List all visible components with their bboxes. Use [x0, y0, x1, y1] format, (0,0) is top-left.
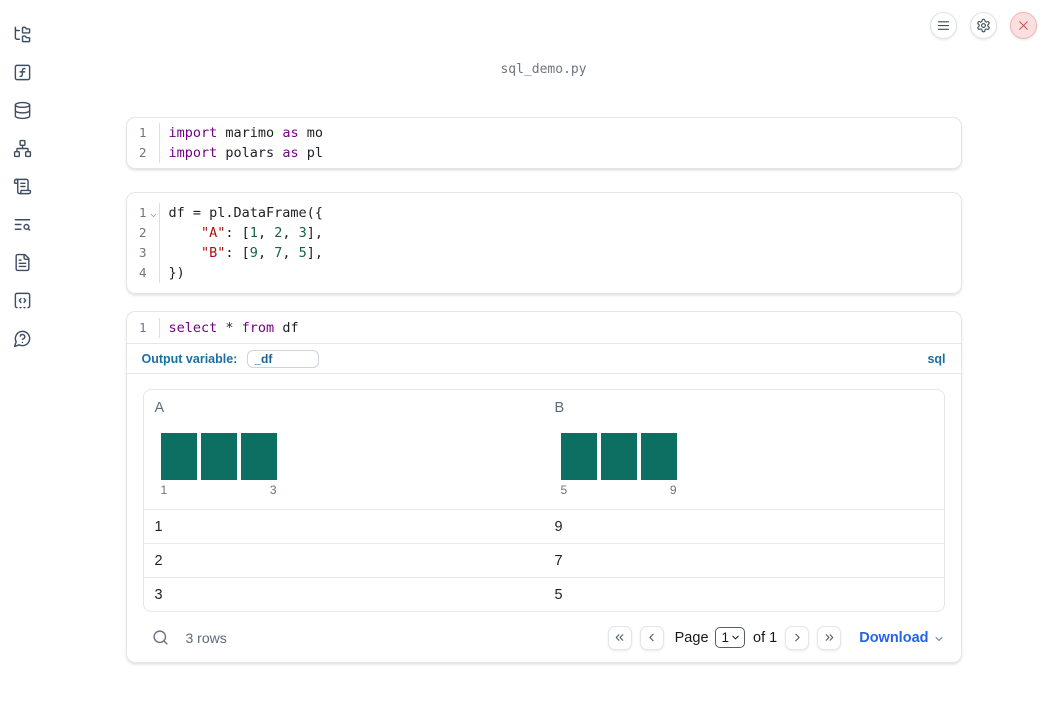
code-text: "A": [1, 2, 3],: [201, 225, 324, 241]
histogram-axis-label: 5: [560, 483, 568, 497]
line-number: 2: [127, 143, 160, 163]
column-label: A: [154, 400, 165, 416]
histogram-axis-label: 9: [669, 483, 677, 497]
code-cell-dataframe[interactable]: 1 df = pl.DataFrame({2 "A": [1, 2, 3], 3 "…: [125, 192, 962, 294]
menu-icon[interactable]: [930, 12, 957, 39]
search-icon[interactable]: [152, 629, 169, 646]
language-badge-sql[interactable]: sql: [927, 351, 946, 366]
window-controls: [930, 12, 1037, 39]
histogram-bar: [240, 433, 277, 480]
output-variable-input[interactable]: [247, 349, 320, 368]
histogram-bar: [160, 433, 197, 480]
previous-page-button[interactable]: [639, 625, 664, 650]
outline-icon[interactable]: [12, 176, 32, 196]
dependency-graph-icon[interactable]: [12, 138, 32, 158]
code-line: 1 df = pl.DataFrame({: [127, 203, 961, 223]
table-cell: 5: [554, 587, 563, 603]
code-editor[interactable]: 1 df = pl.DataFrame({2 "A": [1, 2, 3], 3 "…: [127, 203, 961, 283]
table-footer: 3 rows Page 1 of 1 Download: [143, 624, 945, 651]
code-text: select * from df: [168, 320, 299, 336]
output-variable-label: Output variable:: [141, 351, 238, 366]
variables-icon[interactable]: [12, 62, 32, 82]
code-cell-imports[interactable]: 1 import marimo as mo 2 import polars as pl: [125, 117, 962, 169]
code-editor[interactable]: 1 select * from df: [126, 312, 961, 344]
row-count: 3 rows: [185, 629, 227, 646]
code-line: 3 "B": [9, 7, 5],: [127, 243, 961, 263]
datasources-icon[interactable]: [12, 100, 32, 120]
line-number: 3: [127, 243, 160, 263]
line-number: 4: [127, 263, 160, 283]
table-cell: 7: [554, 553, 563, 569]
code-text: }): [168, 265, 185, 281]
close-icon[interactable]: [1010, 12, 1037, 39]
code-editor[interactable]: 1 import marimo as mo 2 import polars as pl: [127, 123, 961, 163]
histogram-axis-label: 1: [160, 483, 168, 497]
page-of-label: of 1: [753, 629, 778, 646]
code-text: import marimo as mo: [168, 125, 323, 141]
histogram-bar: [640, 433, 677, 480]
page-label: Page: [674, 629, 709, 646]
sql-cell: 1 select * from df Output variable: sql A…: [125, 311, 962, 663]
code-line: 4}): [127, 263, 961, 283]
chevron-down-icon: [732, 635, 739, 640]
page-select-value: 1: [721, 630, 730, 645]
fold-chevron-icon[interactable]: [149, 206, 158, 217]
code-line: 1 import marimo as mo: [127, 123, 961, 143]
histogram-bar: [600, 433, 637, 480]
first-page-button[interactable]: [607, 625, 632, 650]
line-number: 1: [127, 203, 160, 223]
helper-sidebar: [0, 0, 44, 713]
code-line: 2 "A": [1, 2, 3],: [127, 223, 961, 243]
line-number: 1: [127, 318, 160, 338]
table-cell: 2: [154, 553, 163, 569]
table-cell: 9: [554, 519, 563, 535]
code-text: df = pl.DataFrame({: [168, 205, 323, 221]
column-label: B: [554, 400, 565, 416]
download-label: Download: [859, 629, 929, 646]
line-number: 2: [127, 223, 160, 243]
table-cell: 3: [154, 587, 163, 603]
file-explorer-icon[interactable]: [12, 24, 32, 44]
line-number: 1: [127, 123, 160, 143]
settings-gear-icon[interactable]: [970, 12, 997, 39]
notebook-filename: sql_demo.py: [500, 62, 587, 77]
histogram-axis-label: 3: [269, 483, 277, 497]
histogram-bar: [200, 433, 237, 480]
documentation-icon[interactable]: [12, 252, 32, 272]
last-page-button[interactable]: [817, 625, 842, 650]
code-line: 2 import polars as pl: [127, 143, 961, 163]
code-text: "B": [9, 7, 5],: [201, 245, 324, 261]
pagination: Page 1 of 1 Download: [607, 625, 945, 650]
logs-icon[interactable]: [12, 214, 32, 234]
help-icon[interactable]: [12, 328, 32, 348]
chevron-down-icon: [935, 636, 942, 641]
download-button[interactable]: Download: [859, 630, 944, 646]
output-variable-row: Output variable: sql: [126, 344, 961, 374]
snippets-icon[interactable]: [12, 290, 32, 310]
code-line: 1 select * from df: [127, 318, 961, 338]
page-select[interactable]: 1: [714, 627, 746, 648]
code-text: import polars as pl: [168, 145, 323, 161]
histogram-bar: [560, 433, 597, 480]
table-cell: 1: [154, 519, 163, 535]
next-page-button[interactable]: [785, 625, 810, 650]
